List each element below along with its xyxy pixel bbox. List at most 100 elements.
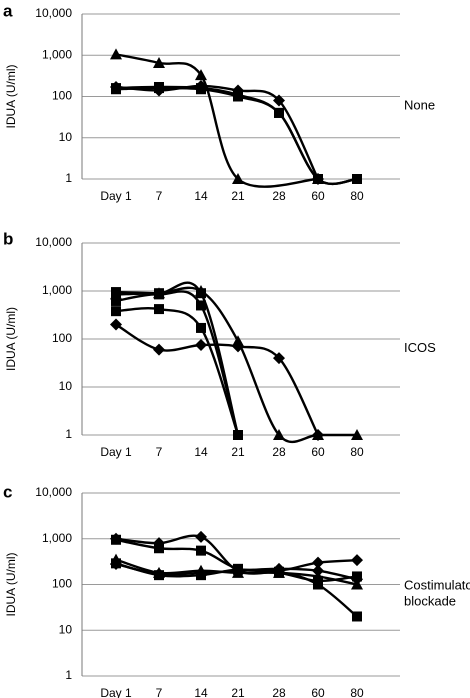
y-tick-label: 10	[59, 379, 73, 393]
data-point-square	[196, 84, 206, 95]
data-point-diamond	[351, 573, 363, 586]
y-tick-label: 1,000	[42, 47, 72, 61]
panel-b: b 1 10 100 1,000 10,000 IDUA (U/ml) Day 1 7 14 21 2…	[3, 229, 436, 459]
data-point-square	[111, 306, 121, 317]
data-point-triangle	[232, 173, 244, 184]
data-point-square	[154, 83, 164, 94]
y-tick-label: 100	[52, 331, 72, 345]
x-tick-label: 80	[350, 445, 364, 459]
x-tick-label: 21	[231, 686, 245, 698]
data-point-square	[154, 304, 164, 315]
annotation-line: blockade	[404, 594, 456, 609]
data-point-triangle	[351, 429, 363, 440]
y-tick-label: 1,000	[42, 283, 72, 297]
data-point-square	[233, 91, 243, 102]
panel-annotation: ICOS	[404, 340, 436, 355]
y-tick-label: 100	[52, 89, 72, 103]
panel-a: a 1 10 100 1,000 10,000 IDUA (U/ml) Day 1 7 14 21 2…	[3, 1, 435, 203]
data-point-square	[154, 289, 164, 300]
data-point-triangle	[273, 429, 285, 440]
data-point-square	[313, 575, 323, 586]
data-point-diamond	[312, 556, 324, 569]
x-tick-label: 60	[311, 189, 325, 203]
series-line	[115, 290, 240, 436]
data-point-square	[196, 300, 206, 311]
x-tick-label: 14	[194, 686, 208, 698]
y-tick-label: 10,000	[35, 485, 72, 499]
x-tick-label: 80	[350, 189, 364, 203]
data-point-square	[274, 107, 284, 118]
y-tick-label: 1	[65, 171, 72, 185]
y-axis-label: IDUA (U/ml)	[4, 307, 18, 371]
x-tick-label: 60	[311, 686, 325, 698]
x-tick-label: 28	[272, 686, 286, 698]
data-point-diamond	[195, 530, 207, 543]
data-point-square	[233, 430, 243, 440]
panel-annotation: None	[404, 98, 435, 113]
series-line	[115, 53, 319, 188]
y-tick-label: 10	[59, 130, 73, 144]
y-axis-label: IDUA (U/ml)	[4, 65, 18, 129]
series-line	[115, 286, 357, 444]
annotation-line: None	[404, 98, 435, 113]
series-line	[115, 306, 240, 436]
panel-c: c 1 10 100 1,000 10,000 IDUA (U/ml) Day 1 7 14 21 2…	[3, 482, 470, 698]
y-axis-label: IDUA (U/ml)	[4, 553, 18, 617]
y-tick-label: 1	[65, 668, 72, 682]
panel-label: c	[3, 482, 12, 501]
data-point-square	[196, 545, 206, 556]
x-tick-label: 21	[231, 445, 245, 459]
data-point-diamond	[312, 564, 324, 577]
data-point-diamond	[351, 554, 363, 567]
series-line	[115, 86, 358, 186]
data-point-diamond	[273, 352, 285, 365]
x-tick-label: 7	[156, 189, 163, 203]
x-tick-label: 21	[231, 189, 245, 203]
y-tick-label: 1	[65, 427, 72, 441]
y-tick-label: 10,000	[35, 235, 72, 249]
y-tick-label: 100	[52, 577, 72, 591]
data-point-square	[196, 288, 206, 299]
data-point-diamond	[153, 343, 165, 356]
data-point-triangle	[195, 69, 207, 81]
data-point-diamond	[195, 566, 207, 579]
x-tick-label: Day 1	[100, 189, 132, 203]
data-point-square	[111, 287, 121, 298]
series-line	[115, 84, 320, 180]
panel-annotation: Costimulatoryblockade	[404, 578, 470, 609]
data-point-square	[111, 295, 121, 306]
data-point-diamond	[153, 567, 165, 580]
data-point-square	[352, 174, 362, 184]
data-point-square	[111, 534, 121, 545]
x-tick-label: 28	[272, 189, 286, 203]
x-tick-label: 14	[194, 189, 208, 203]
x-tick-label: 80	[350, 686, 364, 698]
x-tick-label: 7	[156, 686, 163, 698]
data-point-diamond	[232, 564, 244, 577]
y-tick-label: 1,000	[42, 531, 72, 545]
panel-label: a	[3, 1, 13, 20]
data-point-diamond	[110, 558, 122, 571]
panel-label: b	[3, 229, 13, 248]
y-tick-label: 10,000	[35, 6, 72, 20]
annotation-line: ICOS	[404, 340, 436, 355]
x-tick-label: 60	[311, 445, 325, 459]
x-tick-label: 28	[272, 445, 286, 459]
annotation-line: Costimulatory	[404, 578, 470, 593]
x-tick-label: Day 1	[100, 445, 132, 459]
data-point-square	[111, 84, 121, 95]
data-point-square	[313, 174, 323, 184]
data-point-diamond	[312, 429, 324, 441]
data-point-diamond	[273, 94, 285, 107]
data-point-diamond	[195, 338, 207, 351]
data-point-square	[196, 322, 206, 333]
x-tick-label: Day 1	[100, 686, 132, 698]
y-tick-label: 10	[59, 622, 73, 636]
x-tick-label: 7	[156, 445, 163, 459]
data-point-square	[352, 611, 362, 622]
data-point-diamond	[273, 562, 285, 575]
x-tick-label: 14	[194, 445, 208, 459]
data-point-diamond	[232, 340, 244, 353]
data-point-diamond	[110, 318, 122, 331]
